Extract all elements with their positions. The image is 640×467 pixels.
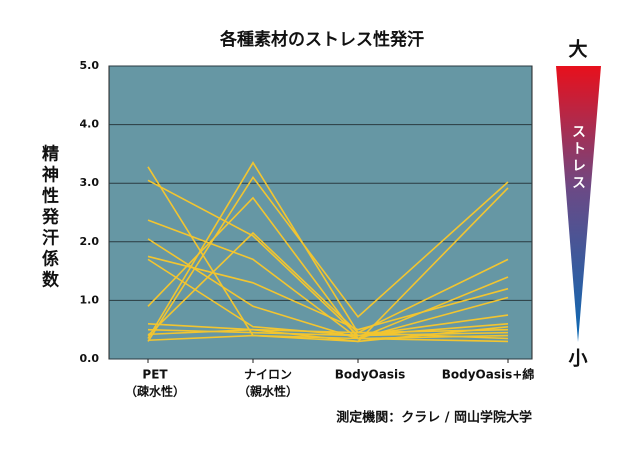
series-line — [147, 219, 509, 340]
stress-label: ストレス — [570, 124, 586, 192]
series-line — [147, 255, 509, 331]
grid — [109, 65, 532, 360]
x-tick-label: BodyOasis+綿 — [442, 367, 535, 382]
stress-low: 小 — [568, 348, 587, 370]
series-line — [147, 196, 509, 340]
y-axis-label: 精神性発汗係数 — [38, 143, 60, 291]
x-tick-label: （疎水性） — [125, 384, 185, 399]
chart-title: 各種素材のストレス性発汗 — [219, 29, 424, 50]
y-tick-label: 5.0 — [80, 59, 100, 72]
lines — [147, 161, 509, 343]
series-line — [147, 328, 509, 340]
y-tick-label: 4.0 — [80, 118, 100, 131]
series-line — [147, 179, 509, 337]
plot-area — [108, 65, 533, 360]
y-tick-label: 0.0 — [80, 352, 100, 365]
stress-high: 大 — [568, 38, 587, 61]
x-tick-label: （親水性） — [238, 384, 298, 399]
series-line — [147, 334, 509, 343]
x-tick-label: ナイロン — [244, 368, 292, 382]
y-tick-label: 2.0 — [80, 235, 100, 248]
x-tick-label: BodyOasis — [335, 368, 406, 382]
y-tick-label: 1.0 — [80, 293, 100, 306]
source: 測定機関：クラレ / 岡山学院大学 — [336, 410, 532, 426]
series-line — [147, 238, 509, 340]
stress-triangle — [556, 66, 601, 342]
series-line — [147, 328, 509, 337]
y-tick-label: 3.0 — [80, 176, 100, 189]
series-line — [147, 231, 509, 337]
x-tick-label: PET — [142, 368, 168, 382]
series-line — [147, 175, 509, 342]
